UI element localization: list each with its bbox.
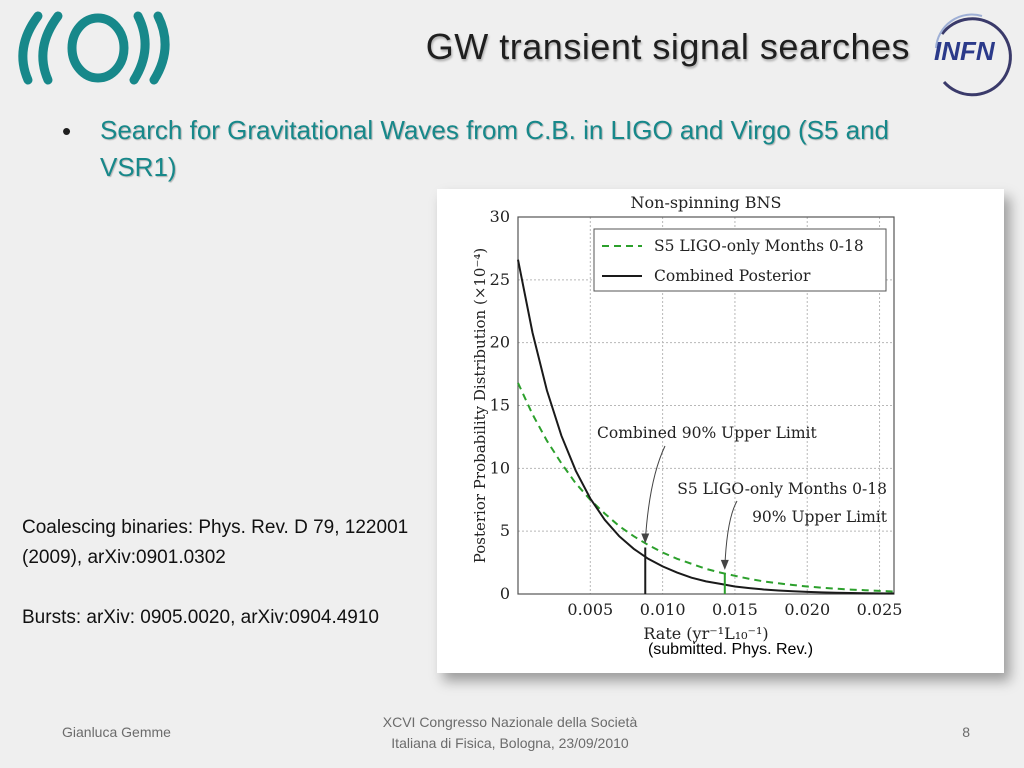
y-tick-label: 30 xyxy=(490,207,510,226)
infn-logo-text: INFN xyxy=(934,36,996,66)
annotation-arrow-combined xyxy=(644,445,666,542)
references: Coalescing binaries: Phys. Rev. D 79, 12… xyxy=(22,513,422,663)
y-axis-label: Posterior Probability Distribution (×10⁻… xyxy=(471,248,489,564)
annotation-combined-upper-limit: Combined 90% Upper Limit xyxy=(597,424,817,442)
bullet-text: Search for Gravitational Waves from C.B.… xyxy=(100,115,890,182)
series-line-combined xyxy=(517,259,895,595)
annotation-s5-upper-limit-line1: S5 LIGO-only Months 0-18 xyxy=(677,480,887,498)
legend-label: Combined Posterior xyxy=(654,267,811,285)
infn-logo: INFN xyxy=(934,13,1012,97)
x-tick-label: 0.015 xyxy=(712,600,758,619)
x-tick-label: 0.010 xyxy=(640,600,686,619)
footer-page-number: 8 xyxy=(962,724,970,740)
y-tick-label: 0 xyxy=(500,584,510,603)
footer-conference: XCVI Congresso Nazionale della Società I… xyxy=(340,712,680,754)
x-tick-label: 0.005 xyxy=(567,600,613,619)
reference-cbc: Coalescing binaries: Phys. Rev. D 79, 12… xyxy=(22,517,409,568)
y-tick-label: 25 xyxy=(490,270,510,289)
legend-label: S5 LIGO-only Months 0-18 xyxy=(654,237,864,255)
y-tick-label: 5 xyxy=(500,521,510,540)
bullet-dot-icon: • xyxy=(62,116,72,146)
footer-conference-line1: XCVI Congresso Nazionale della Società xyxy=(382,714,638,730)
legend-box xyxy=(593,228,887,292)
y-tick-label: 10 xyxy=(490,458,510,477)
plot-frame xyxy=(517,216,895,595)
chart-figure: 0 5 10 15 20 25 30 0.005 0.010 0.015 0.020 0.025 Non… xyxy=(437,189,1004,673)
annotation-s5-upper-limit-line2: 90% Upper Limit xyxy=(752,508,888,526)
virgo-logo xyxy=(18,11,170,85)
x-tick-label: 0.025 xyxy=(857,600,903,619)
y-tick-label: 15 xyxy=(490,396,510,415)
footer-conference-line2: Italiana di Fisica, Bologna, 23/09/2010 xyxy=(391,735,629,751)
series-line-s5-ligo xyxy=(517,382,895,593)
reference-bursts: Bursts: arXiv: 0905.0020, arXiv:0904.491… xyxy=(22,607,380,628)
x-tick-label: 0.020 xyxy=(784,600,830,619)
slide-title: GW transient signal searches xyxy=(425,26,910,67)
chart-title: Non-spinning BNS xyxy=(631,193,782,212)
posterior-chart: 0 5 10 15 20 25 30 0.005 0.010 0.015 0.020 0.025 Non… xyxy=(471,193,903,643)
y-tick-label: 20 xyxy=(490,333,510,352)
annotation-arrow-s5 xyxy=(724,500,738,568)
arrowhead-s5 xyxy=(720,559,729,570)
x-axis-label: Rate (yr⁻¹L₁₀⁻¹) xyxy=(643,624,768,643)
arrowhead-combined xyxy=(641,533,650,544)
footer-author: Gianluca Gemme xyxy=(62,724,171,740)
figure-caption: (submitted. Phys. Rev.) xyxy=(647,641,814,658)
